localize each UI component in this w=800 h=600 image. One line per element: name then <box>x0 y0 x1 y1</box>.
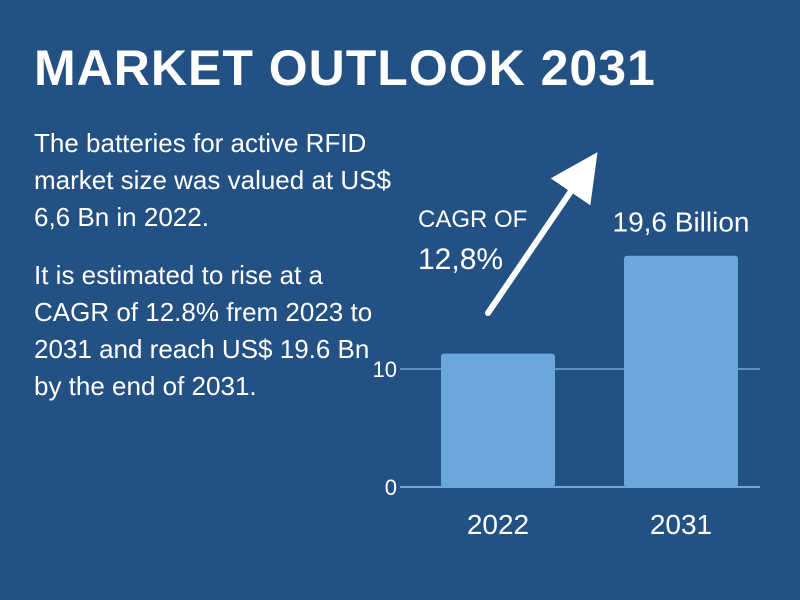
y-tick-label: 0 <box>385 475 397 500</box>
cagr-value: 12,8% <box>418 243 504 276</box>
y-tick-label: 10 <box>373 357 397 382</box>
bar-2031 <box>624 255 738 487</box>
bar-2022 <box>441 353 555 487</box>
forecast-paragraph: It is estimated to rise at a CAGR of 12.… <box>34 260 373 401</box>
arrow-up-right-icon <box>485 152 598 316</box>
market-size-paragraph: The batteries for active RFID market siz… <box>34 128 391 232</box>
x-tick-label: 2031 <box>650 509 712 540</box>
data-label: 19,6 Billion <box>613 207 750 238</box>
cagr-label: CAGR OF <box>418 206 528 233</box>
page-title: MARKET OUTLOOK 2031 <box>34 40 656 96</box>
x-tick-label: 2022 <box>467 509 529 540</box>
